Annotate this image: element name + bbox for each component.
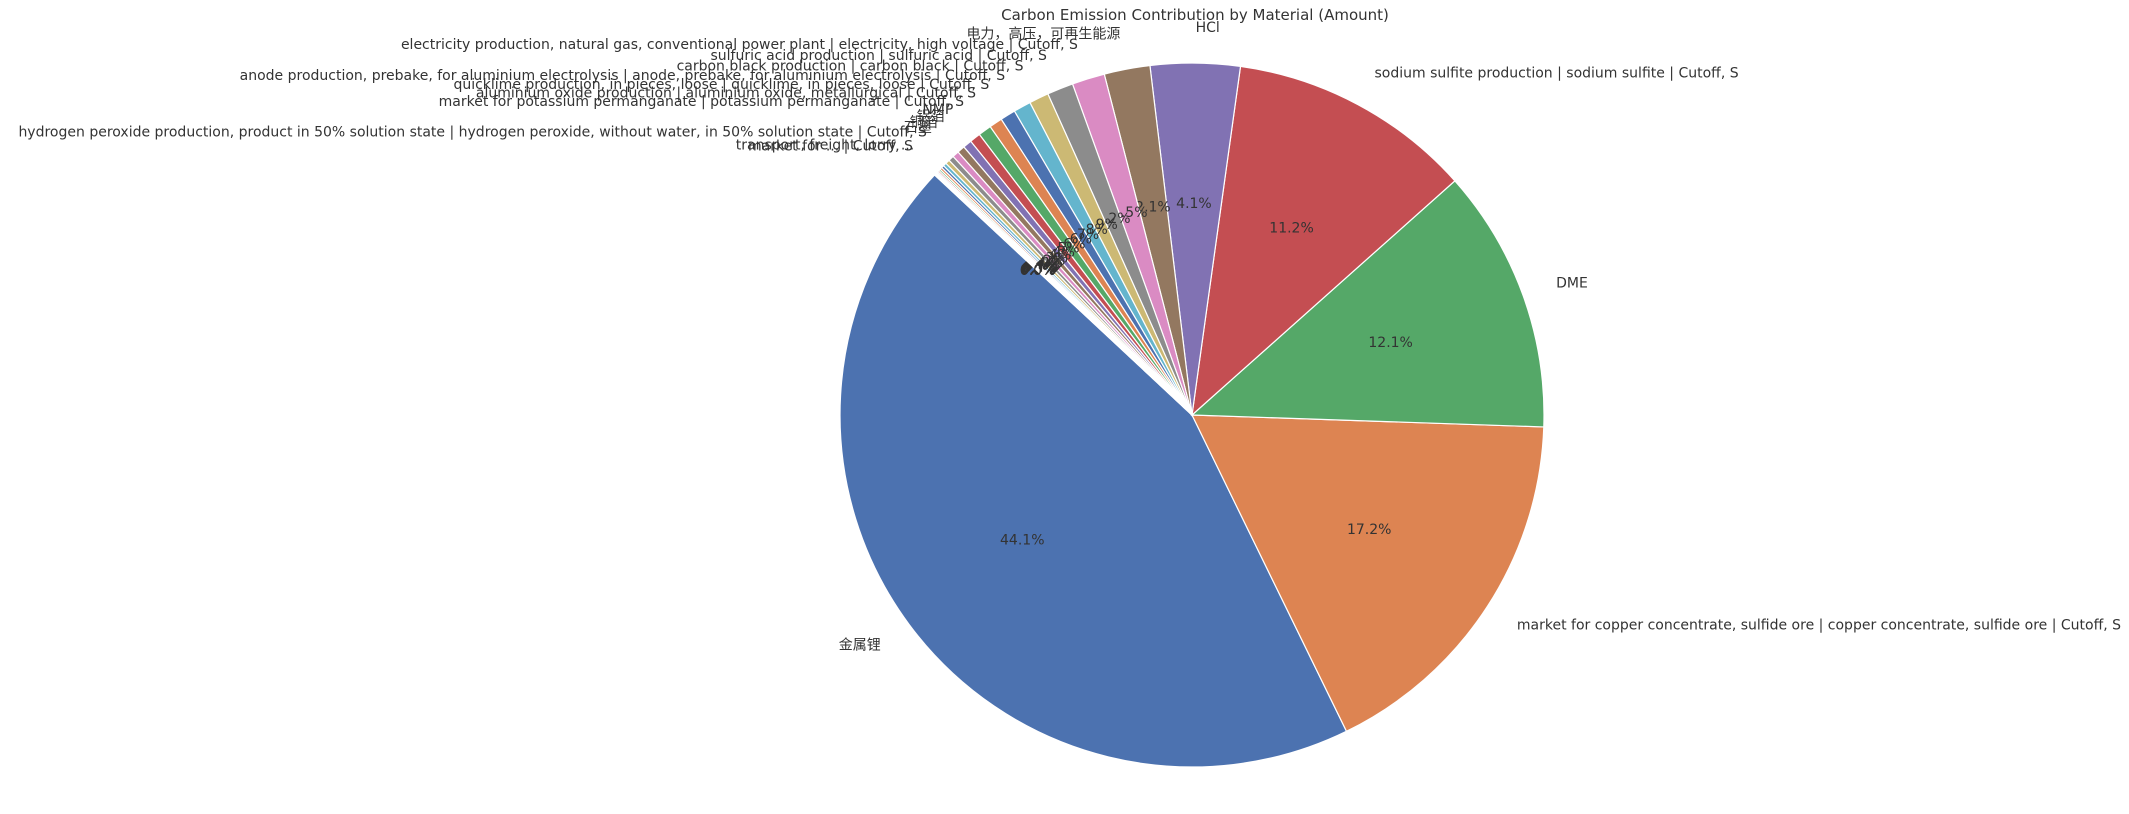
slice-category-label: 铝箔 — [917, 109, 945, 125]
slice-percent-label: 4.1% — [1176, 196, 1212, 212]
chart-title: Carbon Emission Contribution by Material… — [1001, 6, 1389, 24]
pie-slice — [1191, 65, 1456, 417]
slice-category-label: hydrogen peroxide production, product in… — [18, 125, 927, 141]
pie-slice — [933, 173, 1193, 416]
slice-category-label: quicklime production, in pieces, loose |… — [453, 77, 989, 93]
pie-slice — [1190, 180, 1545, 428]
slice-percent-label: 17.2% — [1347, 522, 1391, 538]
slice-category-label: HCl — [1196, 20, 1220, 36]
slice-category-label: market for ... | Cutoff, S — [748, 139, 913, 155]
slice-category-label: sulfuric acid production | sulfuric acid… — [710, 48, 1047, 64]
pie-slice — [1191, 414, 1545, 733]
slice-category-label: 金属锂 — [839, 637, 881, 653]
slice-category-label: transport, freight, lorry ... — [736, 137, 914, 153]
slice-category-label: aluminium oxide production | aluminium o… — [476, 86, 976, 102]
slice-percent-label: 2.1% — [1135, 199, 1171, 215]
slice-category-label: NMP — [922, 102, 953, 118]
slice-category-label: market for copper concentrate, sulfide o… — [1517, 618, 2121, 634]
slice-percent-label: 0.0% — [1020, 263, 1056, 279]
slice-category-label: DME — [1556, 275, 1588, 291]
slice-category-label: 铜箔 — [910, 115, 938, 131]
slice-category-label: electricity production, natural gas, con… — [401, 37, 1078, 53]
slice-category-label: 石墨 — [904, 120, 932, 136]
slice-category-label: market for potassium permanganate | pota… — [439, 94, 964, 110]
pie-slice — [839, 174, 1348, 768]
slice-percent-label: 12.1% — [1368, 335, 1412, 351]
slice-percent-label: 11.2% — [1269, 221, 1313, 237]
slice-category-label: carbon black production | carbon black |… — [677, 58, 1024, 74]
slice-category-label: 电力，高压，可再生能源 — [966, 25, 1120, 42]
slice-category-label: anode production, prebake, for aluminium… — [240, 68, 1006, 84]
slice-percent-label: 44.1% — [1000, 533, 1044, 549]
slice-category-label: sodium sulfite production | sodium sulfi… — [1374, 65, 1738, 81]
